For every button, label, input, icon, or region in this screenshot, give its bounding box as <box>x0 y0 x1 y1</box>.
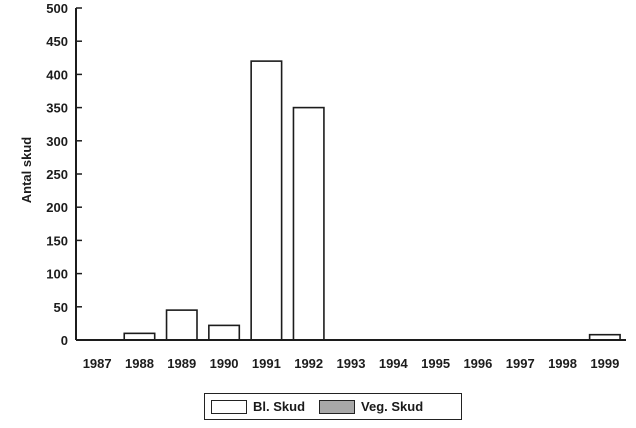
bar-series <box>123 60 621 341</box>
legend-item-veg-skud: Veg. Skud <box>319 399 423 414</box>
bar-bl-skud-1992 <box>292 106 325 341</box>
bar-bl-skud-1991 <box>250 60 283 341</box>
x-tick-label: 1990 <box>210 356 239 371</box>
legend-swatch-bl-skud <box>211 399 247 414</box>
legend-swatch-veg-skud <box>319 399 356 414</box>
legend-label-veg-skud: Veg. Skud <box>361 399 424 414</box>
x-tick-label: 1994 <box>379 356 409 371</box>
y-tick-label: 450 <box>46 34 68 49</box>
x-tick-label: 1997 <box>506 356 535 371</box>
y-tick-label: 200 <box>46 200 68 215</box>
x-tick-label: 1987 <box>83 356 112 371</box>
legend: Bl. Skud Veg. Skud <box>204 393 462 420</box>
y-tick-label: 150 <box>46 233 68 248</box>
y-tick-label: 350 <box>46 101 68 116</box>
y-tick-label: 400 <box>46 67 68 82</box>
y-tick-label: 500 <box>46 1 68 16</box>
x-tick-label: 1992 <box>294 356 323 371</box>
x-tick-label: 1991 <box>252 356 281 371</box>
x-tick-label: 1999 <box>590 356 619 371</box>
x-tick-label: 1989 <box>167 356 196 371</box>
y-tick-label: 250 <box>46 167 68 182</box>
x-axis: 1987 1988 1989 1990 1991 1992 1993 1994 1995 1996… <box>83 356 620 371</box>
legend-item-bl-skud: Bl. Skud <box>211 399 305 414</box>
legend-label-bl-skud: Bl. Skud <box>253 399 306 414</box>
x-tick-label: 1996 <box>463 356 492 371</box>
bar-bl-skud-1989 <box>165 309 198 341</box>
x-tick-label: 1993 <box>337 356 366 371</box>
y-tick-label: 300 <box>46 134 68 149</box>
y-axis-title: Antal skud <box>19 137 34 204</box>
x-tick-label: 1988 <box>125 356 154 371</box>
y-tick-label: 100 <box>46 267 68 282</box>
x-tick-label: 1998 <box>548 356 577 371</box>
x-tick-label: 1995 <box>421 356 450 371</box>
y-tick-label: 50 <box>54 300 68 315</box>
y-tick-label: 0 <box>61 333 68 348</box>
bar-bl-skud-1990 <box>208 324 241 341</box>
